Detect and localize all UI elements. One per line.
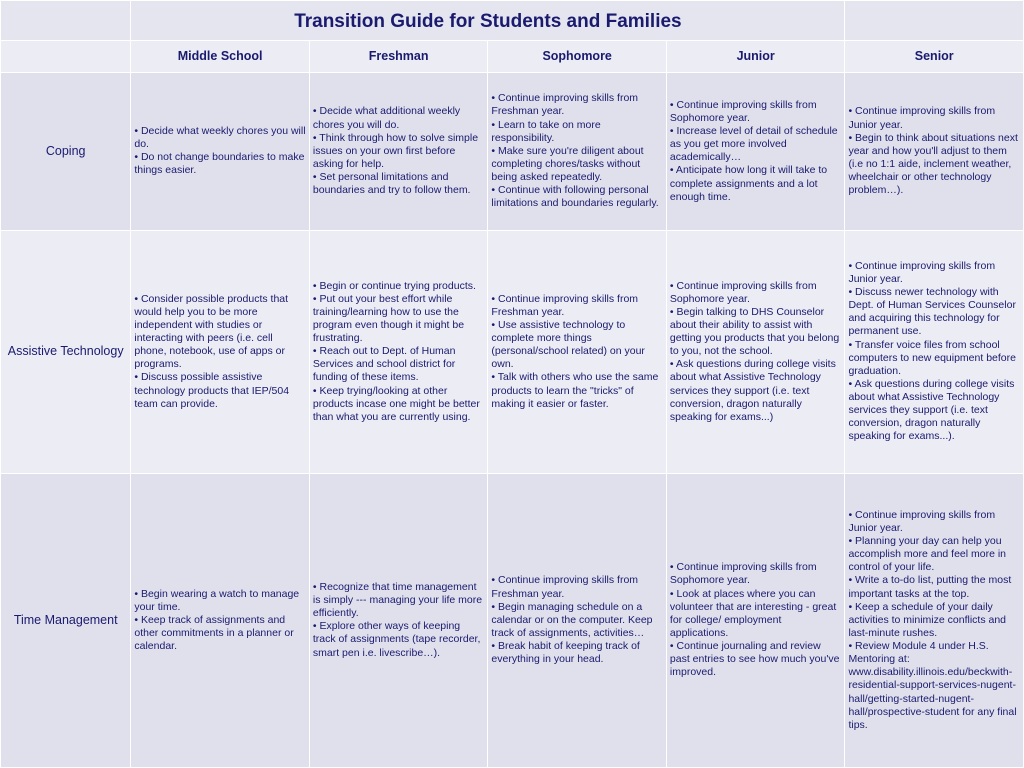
table-row: Time Management • Begin wearing a watch … — [1, 473, 1024, 767]
cell: • Decide what weekly chores you will do.… — [131, 73, 310, 231]
row-label-coping: Coping — [1, 73, 131, 231]
cell: • Decide what additional weekly chores y… — [309, 73, 488, 231]
cell: • Continue improving skills from Sophomo… — [666, 473, 845, 767]
page-title: Transition Guide for Students and Famili… — [131, 1, 845, 41]
empty-corner-right — [845, 1, 1024, 41]
column-header-row: Middle School Freshman Sophomore Junior … — [1, 41, 1024, 73]
cell: • Continue improving skills from Junior … — [845, 73, 1024, 231]
table-row: Coping • Decide what weekly chores you w… — [1, 73, 1024, 231]
cell: • Continue improving skills from Junior … — [845, 230, 1024, 473]
col-middle-school: Middle School — [131, 41, 310, 73]
cell: • Recognize that time management is simp… — [309, 473, 488, 767]
row-label-time: Time Management — [1, 473, 131, 767]
col-junior: Junior — [666, 41, 845, 73]
table-row: Assistive Technology • Consider possible… — [1, 230, 1024, 473]
cell: • Consider possible products that would … — [131, 230, 310, 473]
cell: • Continue improving skills from Sophomo… — [666, 230, 845, 473]
cell: • Continue improving skills from Junior … — [845, 473, 1024, 767]
col-senior: Senior — [845, 41, 1024, 73]
row-label-assistive: Assistive Technology — [1, 230, 131, 473]
cell: • Continue improving skills from Freshma… — [488, 473, 667, 767]
col-freshman: Freshman — [309, 41, 488, 73]
title-row: Transition Guide for Students and Famili… — [1, 1, 1024, 41]
cell: • Begin or continue trying products.• Pu… — [309, 230, 488, 473]
transition-guide-table: Transition Guide for Students and Famili… — [0, 0, 1024, 768]
cell: • Continue improving skills from Sophomo… — [666, 73, 845, 231]
cell: • Begin wearing a watch to manage your t… — [131, 473, 310, 767]
cell: • Continue improving skills from Freshma… — [488, 230, 667, 473]
empty-corner — [1, 1, 131, 41]
empty-header — [1, 41, 131, 73]
cell: • Continue improving skills from Freshma… — [488, 73, 667, 231]
col-sophomore: Sophomore — [488, 41, 667, 73]
